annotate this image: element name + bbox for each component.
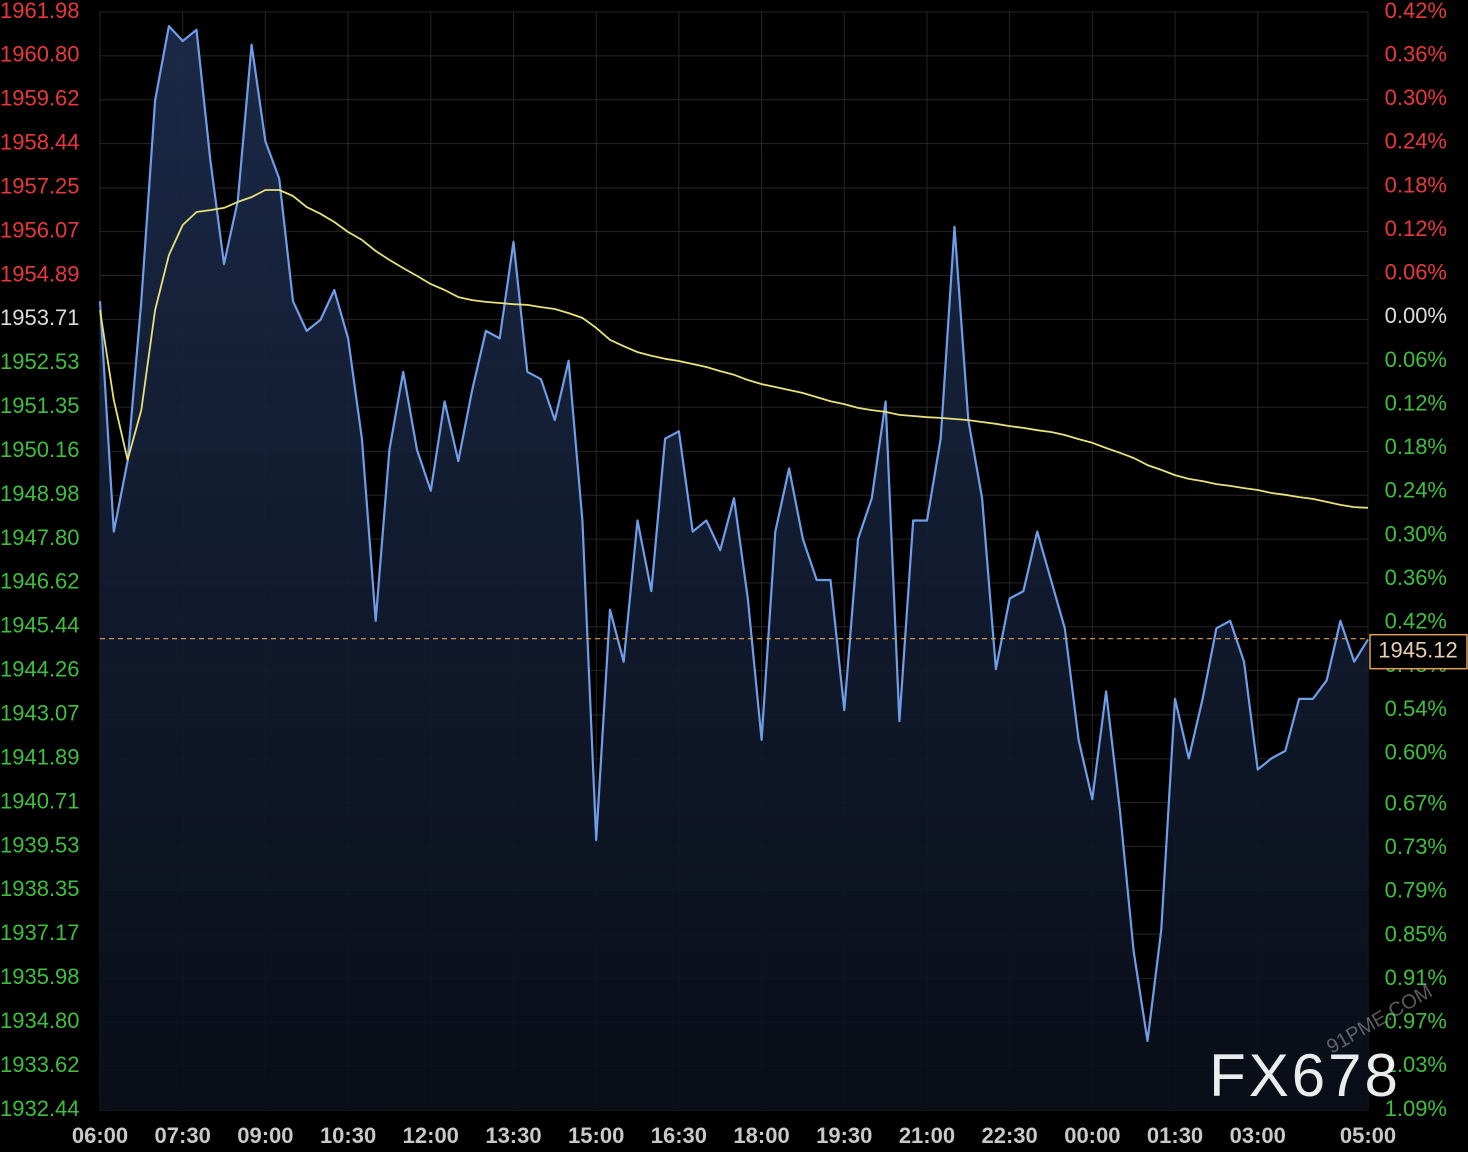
x-tick-label: 19:30 bbox=[816, 1123, 872, 1148]
x-tick-label: 06:00 bbox=[72, 1123, 128, 1148]
y2-tick-label: 0.24% bbox=[1385, 129, 1447, 154]
y2-tick-label: 0.36% bbox=[1385, 41, 1447, 66]
x-tick-label: 10:30 bbox=[320, 1123, 376, 1148]
y2-tick-label: 0.97% bbox=[1385, 1009, 1447, 1034]
x-tick-label: 01:30 bbox=[1147, 1123, 1203, 1148]
y2-tick-label: 0.85% bbox=[1385, 921, 1447, 946]
y-tick-label: 1948.98 bbox=[0, 481, 80, 506]
x-tick-label: 05:00 bbox=[1340, 1123, 1396, 1148]
y2-tick-label: 0.42% bbox=[1385, 0, 1447, 23]
y-tick-label: 1938.35 bbox=[0, 876, 80, 901]
y-tick-label: 1939.53 bbox=[0, 832, 80, 857]
y2-tick-label: 0.06% bbox=[1385, 347, 1447, 372]
y-tick-label: 1961.98 bbox=[0, 0, 80, 23]
x-tick-label: 21:00 bbox=[899, 1123, 955, 1148]
y2-tick-label: 0.36% bbox=[1385, 565, 1447, 590]
y2-tick-label: 0.30% bbox=[1385, 85, 1447, 110]
y-tick-label: 1950.16 bbox=[0, 437, 80, 462]
x-tick-label: 00:00 bbox=[1064, 1123, 1120, 1148]
y-tick-label: 1951.35 bbox=[0, 393, 80, 418]
y-tick-label: 1959.62 bbox=[0, 86, 80, 111]
line bbox=[98, 25, 1369, 1042]
y2-tick-label: 0.12% bbox=[1385, 216, 1447, 241]
y2-tick-label: 0.18% bbox=[1385, 172, 1447, 197]
y-tick-label: 1960.80 bbox=[0, 42, 80, 67]
watermark: FX678 bbox=[1209, 1042, 1401, 1109]
y2-tick-label: 0.06% bbox=[1385, 260, 1447, 285]
y2-tick-label: 0.00% bbox=[1385, 303, 1447, 328]
y2-tick-label: 0.91% bbox=[1385, 965, 1447, 990]
y2-tick-label: 0.24% bbox=[1385, 478, 1447, 503]
x-tick-label: 16:30 bbox=[651, 1123, 707, 1148]
y2-tick-label: 0.67% bbox=[1385, 790, 1447, 815]
y-tick-label: 1947.80 bbox=[0, 525, 80, 550]
y-tick-label: 1941.89 bbox=[0, 745, 80, 770]
y-tick-label: 1932.44 bbox=[0, 1096, 80, 1121]
y2-tick-label: 0.73% bbox=[1385, 834, 1447, 859]
y-tick-label: 1943.07 bbox=[0, 701, 80, 726]
x-tick-label: 15:00 bbox=[568, 1123, 624, 1148]
y2-tick-label: 0.54% bbox=[1385, 696, 1447, 721]
x-tick-label: 18:00 bbox=[733, 1123, 789, 1148]
y-tick-label: 1952.53 bbox=[0, 349, 80, 374]
y2-tick-label: 0.12% bbox=[1385, 390, 1447, 415]
x-tick-label: 13:30 bbox=[485, 1123, 541, 1148]
area bbox=[100, 26, 1368, 1111]
y-tick-label: 1956.07 bbox=[0, 217, 80, 242]
y2-tick-label: 0.79% bbox=[1385, 878, 1447, 903]
x-tick-label: 12:00 bbox=[403, 1123, 459, 1148]
y-tick-label: 1937.17 bbox=[0, 920, 80, 945]
y2-tick-label: 0.60% bbox=[1385, 740, 1447, 765]
x-tick-label: 22:30 bbox=[982, 1123, 1038, 1148]
x-tick-label: 03:00 bbox=[1230, 1123, 1286, 1148]
y-tick-label: 1954.89 bbox=[0, 261, 80, 286]
y2-tick-label: 1.09% bbox=[1385, 1096, 1447, 1121]
y-tick-label: 1953.71 bbox=[0, 305, 80, 330]
y2-tick-label: 0.30% bbox=[1385, 521, 1447, 546]
y2-tick-label: 0.18% bbox=[1385, 434, 1447, 459]
y-tick-label: 1935.98 bbox=[0, 964, 80, 989]
x-tick-label: 07:30 bbox=[155, 1123, 211, 1148]
y-tick-label: 1944.26 bbox=[0, 656, 80, 681]
last-price-box bbox=[1369, 633, 1468, 670]
y-tick-label: 1934.80 bbox=[0, 1008, 80, 1033]
line bbox=[99, 189, 1369, 509]
last-price-label: 1945.12 bbox=[1378, 637, 1458, 662]
y-tick-label: 1945.44 bbox=[0, 613, 80, 638]
y-tick-label: 1933.62 bbox=[0, 1052, 80, 1077]
y-tick-label: 1946.62 bbox=[0, 569, 80, 594]
y-tick-label: 1957.25 bbox=[0, 174, 80, 199]
x-tick-label: 09:00 bbox=[237, 1123, 293, 1148]
y-tick-label: 1940.71 bbox=[0, 788, 80, 813]
y-tick-label: 1958.44 bbox=[0, 129, 80, 154]
y2-tick-label: 0.42% bbox=[1385, 609, 1447, 634]
y2-tick-label: 1.03% bbox=[1385, 1052, 1447, 1077]
